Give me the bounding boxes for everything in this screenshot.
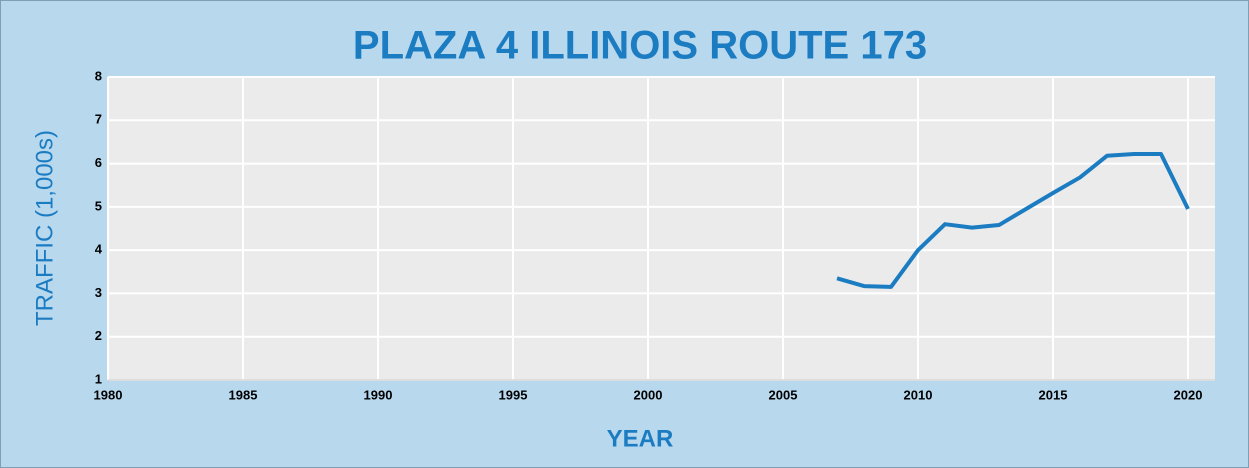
y-tick-label: 5 [95, 198, 102, 213]
y-tick-label: 8 [95, 68, 102, 83]
y-tick-label: 4 [95, 242, 103, 257]
x-tick-label: 1995 [499, 387, 528, 402]
y-tick-label: 1 [95, 371, 102, 386]
x-tick-label: 2010 [904, 387, 933, 402]
y-tick-label: 3 [95, 285, 102, 300]
x-tick-label: 2000 [634, 387, 663, 402]
x-tick-label: 2005 [769, 387, 798, 402]
y-tick-label: 7 [95, 112, 102, 127]
plot-area [108, 77, 1215, 380]
y-tick-label: 2 [95, 328, 102, 343]
y-axis-label: TRAFFIC (1,000s) [31, 130, 58, 326]
x-axis-label: YEAR [607, 425, 674, 452]
data-line [836, 152, 1190, 289]
y-tick-label: 6 [95, 155, 102, 170]
chart-title: PLAZA 4 ILLINOIS ROUTE 173 [353, 24, 927, 68]
x-tick-label: 2020 [1174, 387, 1203, 402]
x-tick-label: 1985 [229, 387, 258, 402]
x-tick-label: 1990 [364, 387, 393, 402]
x-tick-label: 2015 [1039, 387, 1068, 402]
x-tick-label: 1980 [94, 387, 123, 402]
